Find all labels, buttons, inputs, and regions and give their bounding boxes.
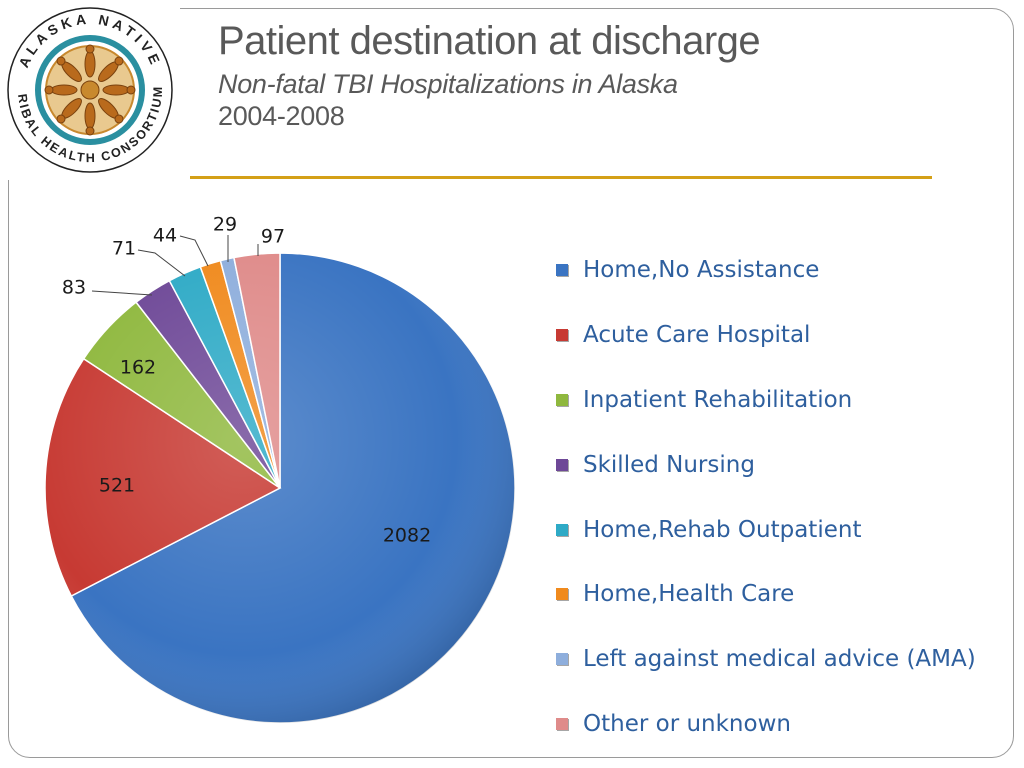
legend-label: Skilled Nursing [583,451,755,478]
data-label-home-health-care: 44 [153,225,177,247]
data-label-acute-care-hospital: 521 [99,475,135,497]
legend-label: Acute Care Hospital [583,322,811,349]
slide-years: 2004-2008 [218,101,345,131]
data-label-left-against-medical-advice-ama: 29 [213,214,237,236]
legend-label: Left against medical advice (AMA) [583,646,976,673]
legend-item-home-rehab-outpatient: Home,Rehab Outpatient [556,497,976,562]
data-label-other-or-unknown: 97 [261,226,285,248]
chart-legend: Home,No Assistance Acute Care Hospital Inp… [556,238,976,756]
data-label-home-no-assistance: 2082 [383,525,431,547]
legend-swatch [556,523,568,536]
data-label-inpatient-rehabilitation: 162 [120,357,156,379]
legend-item-acute-care-hospital: Acute Care Hospital [556,303,976,368]
leader-line-home-health-care [179,235,209,267]
legend-swatch [556,393,568,406]
legend-label: Inpatient Rehabilitation [583,386,853,413]
logo-panel: ALASKA NATIVE TRIBAL HEALTH CONSORTIUM [0,0,180,180]
legend-item-inpatient-rehabilitation: Inpatient Rehabilitation [556,368,976,433]
legend-swatch [556,264,568,277]
data-label-skilled-nursing: 83 [62,277,86,299]
data-labels: 2082 521 162 83 71 44 29 97 [62,214,431,547]
legend-swatch [556,588,568,601]
legend-item-other-or-unknown: Other or unknown [556,692,976,757]
tribal-health-consortium-logo: ALASKA NATIVE TRIBAL HEALTH CONSORTIUM [6,6,173,173]
legend-label: Other or unknown [583,710,791,737]
leader-lines [91,235,259,296]
legend-label: Home,Health Care [583,581,795,608]
pie-chart: 2082 521 162 83 71 44 29 97 [44,214,516,724]
legend-item-left-against-medical-advice-ama: Left against medical advice (AMA) [556,627,976,692]
legend-label: Home,Rehab Outpatient [583,516,862,543]
leader-line-skilled-nursing [91,290,153,296]
title-divider [190,176,932,179]
legend-item-skilled-nursing: Skilled Nursing [556,432,976,497]
legend-item-home-no-assistance: Home,No Assistance [556,238,976,303]
slide-title: Patient destination at discharge [218,19,761,63]
slide-titles: Patient destination at discharge Non-fat… [218,18,761,132]
legend-item-home-health-care: Home,Health Care [556,562,976,627]
legend-swatch [556,329,568,342]
data-label-home-rehab-outpatient: 71 [112,238,136,260]
slide-subtitle: Non-fatal TBI Hospitalizations in Alaska [218,69,678,99]
leader-line-home-rehab-outpatient [137,249,186,277]
legend-swatch [556,717,568,730]
legend-swatch [556,653,568,666]
legend-label: Home,No Assistance [583,257,820,284]
legend-swatch [556,458,568,471]
